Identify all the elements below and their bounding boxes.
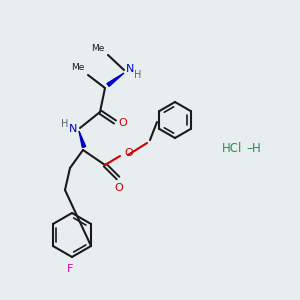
Text: N: N: [126, 64, 134, 74]
Text: H: H: [252, 142, 261, 154]
Text: H: H: [61, 119, 68, 129]
Text: F: F: [67, 264, 73, 274]
Text: Me: Me: [72, 63, 85, 72]
Text: H: H: [134, 70, 141, 80]
Polygon shape: [107, 73, 124, 86]
Text: N: N: [69, 124, 77, 134]
Text: O: O: [124, 148, 133, 158]
Polygon shape: [79, 131, 86, 148]
Text: –: –: [243, 142, 257, 154]
Text: HCl: HCl: [222, 142, 242, 154]
Text: O: O: [115, 183, 123, 193]
Text: Me: Me: [91, 44, 104, 53]
Text: O: O: [118, 118, 127, 128]
